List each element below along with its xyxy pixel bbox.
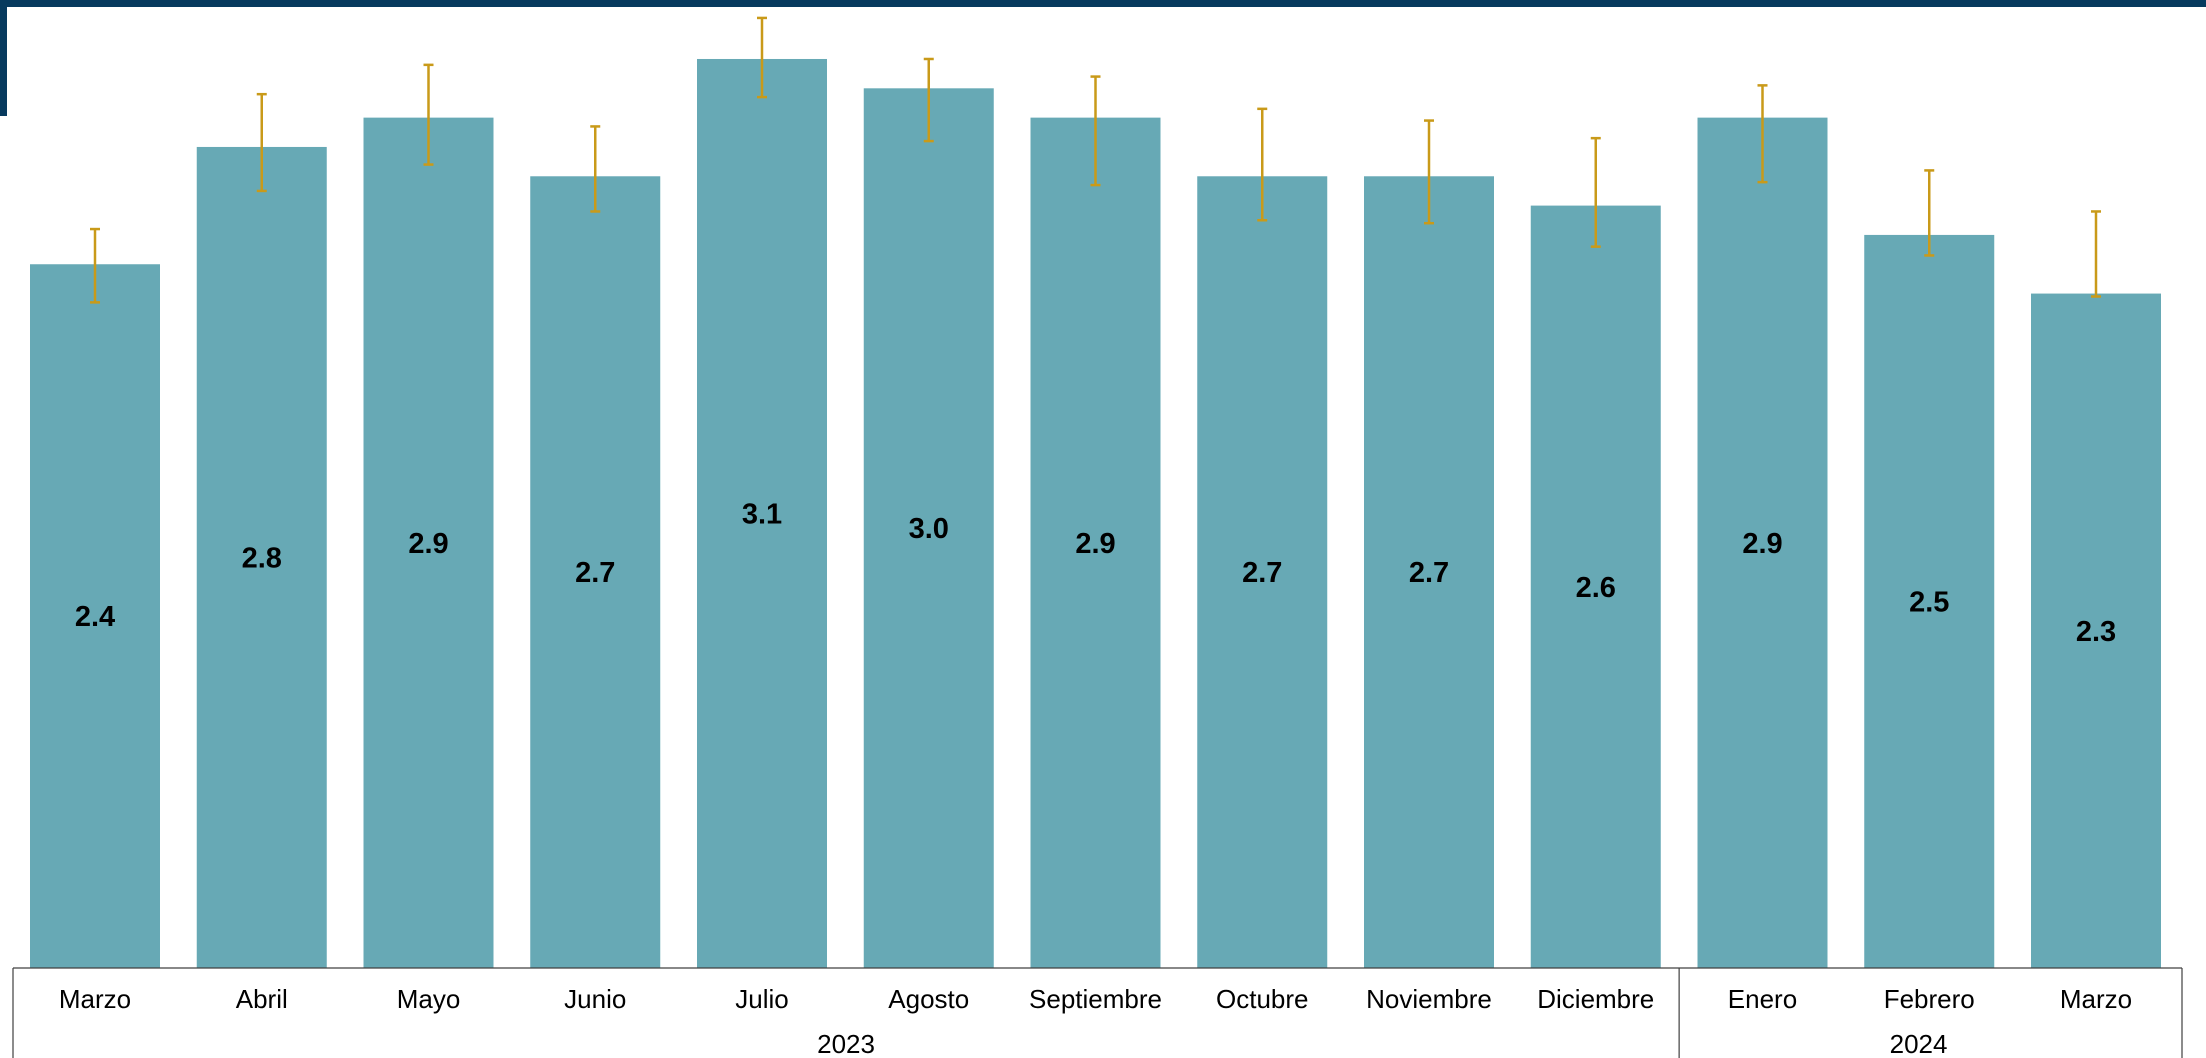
error-bar-4	[757, 16, 767, 99]
corner-frame-bar	[0, 0, 7, 116]
error-bar-3	[590, 125, 601, 213]
bar-5	[863, 88, 994, 969]
bar-7	[1197, 176, 1328, 968]
category-label-10: Enero	[1728, 984, 1797, 1014]
error-bar-2	[423, 63, 434, 166]
category-axis: Marzo Abril Mayo Junio Julio Agosto Septiembre…	[12, 967, 2183, 1058]
bars-layer	[30, 58, 2161, 969]
error-bar-6	[1090, 75, 1101, 187]
value-labels-layer: 2.4 2.8 2.9 2.7 3.1 3.0 2.9 2.7 2.7 2.6 2.9 2.5 2.3	[75, 498, 2116, 647]
category-label-0: Marzo	[59, 984, 131, 1014]
error-bar-1	[256, 92, 267, 193]
error-bars-layer	[90, 16, 2101, 304]
category-label-5: Agosto	[888, 984, 969, 1014]
category-label-7: Octubre	[1216, 984, 1309, 1014]
header-frame-bar	[0, 0, 2206, 7]
bar-11	[1864, 234, 1995, 968]
category-label-9: Diciembre	[1537, 984, 1654, 1014]
value-label-2: 2.9	[408, 528, 448, 560]
category-label-11: Febrero	[1884, 984, 1975, 1014]
category-label-6: Septiembre	[1029, 984, 1162, 1014]
category-label-8: Noviembre	[1366, 984, 1492, 1014]
value-label-1: 2.8	[242, 542, 282, 574]
value-label-3: 2.7	[575, 557, 615, 589]
category-label-1: Abril	[236, 984, 288, 1014]
bar-2	[363, 117, 494, 969]
error-bar-12	[2091, 210, 2101, 298]
value-label-4: 3.1	[742, 498, 782, 530]
value-label-11: 2.5	[1909, 586, 1949, 618]
year-label-2024: 2024	[1890, 1029, 1948, 1058]
error-bar-10	[1757, 84, 1768, 184]
value-label-6: 2.9	[1075, 528, 1115, 560]
value-label-8: 2.7	[1409, 557, 1449, 589]
error-bar-9	[1590, 136, 1601, 248]
category-label-4: Julio	[735, 984, 788, 1014]
bar-9	[1530, 205, 1661, 969]
value-label-12: 2.3	[2076, 616, 2116, 648]
bar-1	[196, 146, 327, 968]
bar-6	[1030, 117, 1161, 969]
category-label-12: Marzo	[2060, 984, 2132, 1014]
value-label-5: 3.0	[909, 513, 949, 545]
year-label-2023: 2023	[817, 1029, 875, 1058]
category-label-3: Junio	[564, 984, 626, 1014]
value-label-9: 2.6	[1576, 572, 1616, 604]
bar-3	[530, 176, 661, 968]
error-bar-7	[1257, 107, 1268, 222]
error-bar-8	[1424, 119, 1434, 225]
bar-8	[1364, 176, 1494, 968]
error-bar-5	[923, 57, 934, 143]
bar-10	[1697, 117, 1828, 969]
value-label-10: 2.9	[1742, 528, 1782, 560]
bar-0	[30, 264, 160, 968]
value-label-0: 2.4	[75, 601, 115, 633]
value-label-7: 2.7	[1242, 557, 1282, 589]
error-bar-11	[1924, 169, 1935, 257]
error-bar-0	[90, 227, 100, 304]
bar-4	[697, 58, 827, 968]
category-label-2: Mayo	[397, 984, 461, 1014]
bar-12	[2031, 293, 2161, 969]
